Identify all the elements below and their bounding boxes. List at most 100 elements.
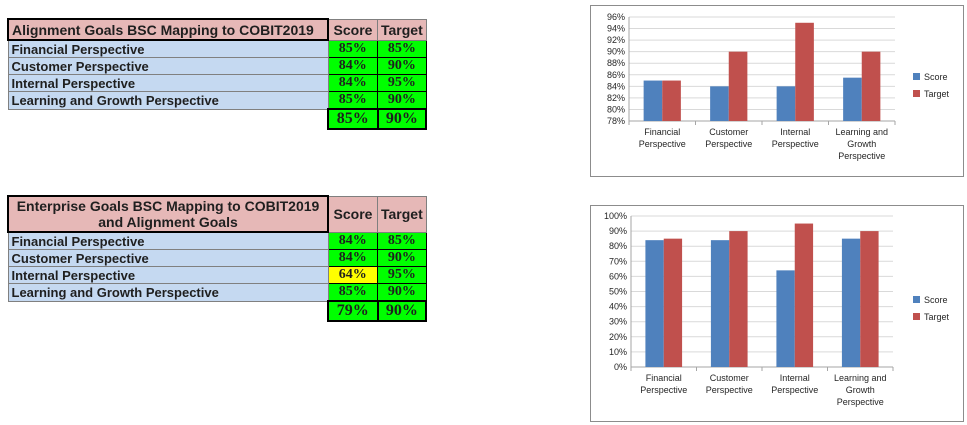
bar-target: [729, 231, 748, 367]
x-tick-label: Perspective: [640, 385, 687, 395]
bar-target: [794, 223, 814, 367]
table-row: Learning and Growth Perspective 85% 90%: [7, 283, 427, 302]
y-tick-label: 80%: [609, 241, 627, 251]
target-cell: 95%: [377, 74, 427, 92]
y-tick-label: 80%: [607, 104, 625, 114]
target-cell: 95%: [377, 266, 427, 284]
target-cell: 90%: [377, 249, 427, 267]
target-cell: 90%: [377, 283, 427, 302]
bar-target: [860, 231, 879, 367]
x-tick-label: Learning and: [834, 373, 887, 383]
target-cell: 85%: [377, 39, 427, 58]
legend-label: Score: [924, 295, 948, 305]
perspective-label: Internal Perspective: [7, 74, 329, 92]
perspective-label: Financial Perspective: [7, 39, 329, 58]
alignment-score-header: Score: [327, 18, 378, 41]
target-cell: 85%: [377, 231, 427, 250]
legend-label: Target: [924, 89, 950, 99]
total-row: 85% 90%: [8, 108, 428, 130]
alignment-goals-chart: 78% 80% 82% 84% 86% 88% 90% 92% 94% 96% Financial P…: [590, 5, 964, 177]
enterprise-goals-table: Enterprise Goals BSC Mapping to COBIT201…: [7, 195, 428, 322]
y-tick-label: 100%: [604, 211, 627, 221]
x-tick-label: Learning and: [835, 127, 888, 137]
y-tick-label: 82%: [607, 93, 625, 103]
bar-target: [728, 51, 748, 121]
y-tick-label: 70%: [609, 256, 627, 266]
perspective-label: Financial Perspective: [7, 231, 329, 250]
y-tick-label: 20%: [609, 332, 627, 342]
y-tick-label: 96%: [607, 12, 625, 22]
perspective-label: Learning and Growth Perspective: [7, 283, 329, 302]
table-row: Financial Perspective 84% 85%: [7, 231, 427, 250]
bar-target: [861, 51, 881, 121]
bar-target: [662, 80, 681, 121]
bar-score: [645, 240, 664, 367]
bar-score: [843, 77, 862, 121]
target-cell: 90%: [377, 91, 427, 110]
alignment-table-title: Alignment Goals BSC Mapping to COBIT2019: [7, 18, 329, 41]
enterprise-goals-chart: 0% 10% 20% 30% 40% 50% 60% 70% 80% 90% 100% Financi…: [590, 205, 964, 422]
y-tick-label: 88%: [607, 58, 625, 68]
legend-swatch: [913, 296, 920, 303]
score-cell: 85%: [327, 39, 378, 58]
table-row: Internal Perspective 84% 95%: [7, 74, 427, 92]
total-score-cell: 85%: [327, 108, 379, 130]
bar-score: [776, 86, 796, 121]
legend-swatch: [913, 313, 920, 320]
enterprise-chart-svg: 0% 10% 20% 30% 40% 50% 60% 70% 80% 90% 100% Financi…: [604, 211, 950, 407]
perspective-label: Internal Perspective: [7, 266, 329, 284]
bar-target: [663, 238, 683, 367]
x-tick-label: Growth: [846, 385, 875, 395]
total-row: 79% 90%: [8, 300, 428, 322]
y-tick-label: 40%: [609, 302, 627, 312]
perspective-label: Customer Perspective: [7, 249, 329, 267]
x-tick-label: Perspective: [706, 385, 753, 395]
total-score-cell: 79%: [327, 300, 379, 322]
y-tick-label: 86%: [607, 70, 625, 80]
alignment-chart-svg: 78% 80%82% 84%86% 88%90% 92%94% 96% Financial P…: [607, 12, 950, 161]
table-row: Customer Perspective 84% 90%: [7, 249, 427, 267]
x-tick-label: Internal: [780, 127, 810, 137]
y-tick-label: 78%: [607, 116, 625, 126]
total-target-cell: 90%: [376, 108, 428, 130]
y-tick-label: 90%: [607, 47, 625, 57]
score-cell: 84%: [327, 249, 378, 267]
x-tick-label: Internal: [780, 373, 810, 383]
bar-score: [643, 80, 663, 121]
enterprise-target-header: Target: [377, 195, 427, 233]
score-cell: 84%: [327, 74, 378, 92]
perspective-label: Customer Perspective: [7, 57, 329, 75]
x-tick-label: Perspective: [705, 139, 752, 149]
enterprise-score-header: Score: [327, 195, 378, 233]
x-tick-label: Perspective: [837, 397, 884, 407]
bar-target: [795, 22, 814, 121]
y-tick-label: 90%: [609, 226, 627, 236]
y-tick-label: 50%: [609, 287, 627, 297]
legend-swatch: [913, 90, 920, 97]
x-tick-label: Perspective: [772, 139, 819, 149]
y-tick-label: 94%: [607, 24, 625, 34]
table-row: Learning and Growth Perspective 85% 90%: [7, 91, 427, 110]
x-tick-label: Perspective: [771, 385, 818, 395]
y-tick-label: 92%: [607, 35, 625, 45]
alignment-target-header: Target: [377, 18, 427, 41]
x-tick-label: Financial: [646, 373, 682, 383]
perspective-label: Learning and Growth Perspective: [7, 91, 329, 110]
bar-score: [710, 240, 730, 367]
x-tick-label: Growth: [847, 139, 876, 149]
y-tick-label: 10%: [609, 347, 627, 357]
table-row: Customer Perspective 84% 90%: [7, 57, 427, 75]
table-row: Internal Perspective 64% 95%: [7, 266, 427, 284]
x-tick-label: Customer: [710, 373, 749, 383]
legend-label: Target: [924, 312, 950, 322]
x-tick-label: Perspective: [838, 151, 885, 161]
table-row: Financial Perspective 85% 85%: [7, 39, 427, 58]
score-cell: 84%: [327, 57, 378, 75]
score-cell: 85%: [327, 91, 378, 110]
target-cell: 90%: [377, 57, 427, 75]
alignment-goals-table: Alignment Goals BSC Mapping to COBIT2019…: [7, 18, 428, 130]
enterprise-table-title: Enterprise Goals BSC Mapping to COBIT201…: [7, 195, 329, 233]
x-tick-label: Perspective: [639, 139, 686, 149]
x-tick-label: Customer: [709, 127, 748, 137]
bar-score: [841, 238, 861, 367]
